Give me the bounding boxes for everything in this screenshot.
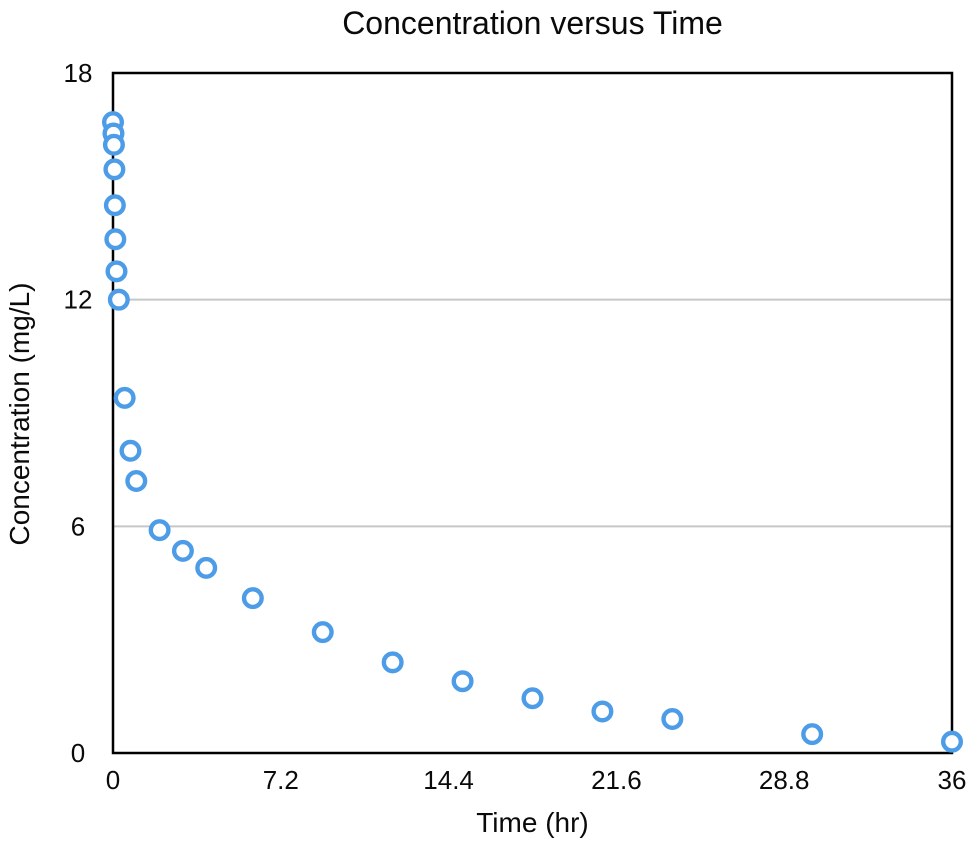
data-point <box>171 539 194 562</box>
data-point <box>102 133 125 156</box>
data-point <box>103 194 126 217</box>
data-point <box>148 519 171 542</box>
y-tick-label-0: 0 <box>71 738 85 768</box>
data-point <box>381 651 404 674</box>
data-point <box>103 158 126 181</box>
x-tick-label-0: 0 <box>106 765 120 795</box>
y-tick-label-18: 18 <box>64 58 93 88</box>
data-point <box>195 556 218 579</box>
y-tick-label-6: 6 <box>71 511 85 541</box>
data-point <box>241 587 264 610</box>
data-point <box>113 386 136 409</box>
data-point <box>591 700 614 723</box>
plot-border <box>111 71 954 755</box>
data-point <box>801 723 824 746</box>
data-point <box>105 260 128 283</box>
x-tick-label-28.8: 28.8 <box>759 765 810 795</box>
x-axis-label: Time (hr) <box>476 807 589 838</box>
data-point <box>104 228 127 251</box>
x-tick-label-36: 36 <box>938 765 967 795</box>
data-point <box>451 670 474 693</box>
x-tick-label-7.2: 7.2 <box>263 765 299 795</box>
x-tick-label-14.4: 14.4 <box>423 765 474 795</box>
data-point <box>661 708 684 731</box>
data-point <box>107 288 130 311</box>
data-point <box>521 687 544 710</box>
data-point <box>125 470 148 493</box>
x-tick-label-21.6: 21.6 <box>591 765 642 795</box>
data-point <box>311 621 334 644</box>
data-point <box>941 730 964 753</box>
chart-title: Concentration versus Time <box>342 5 723 41</box>
data-point <box>119 439 142 462</box>
y-tick-label-12: 12 <box>64 285 93 315</box>
